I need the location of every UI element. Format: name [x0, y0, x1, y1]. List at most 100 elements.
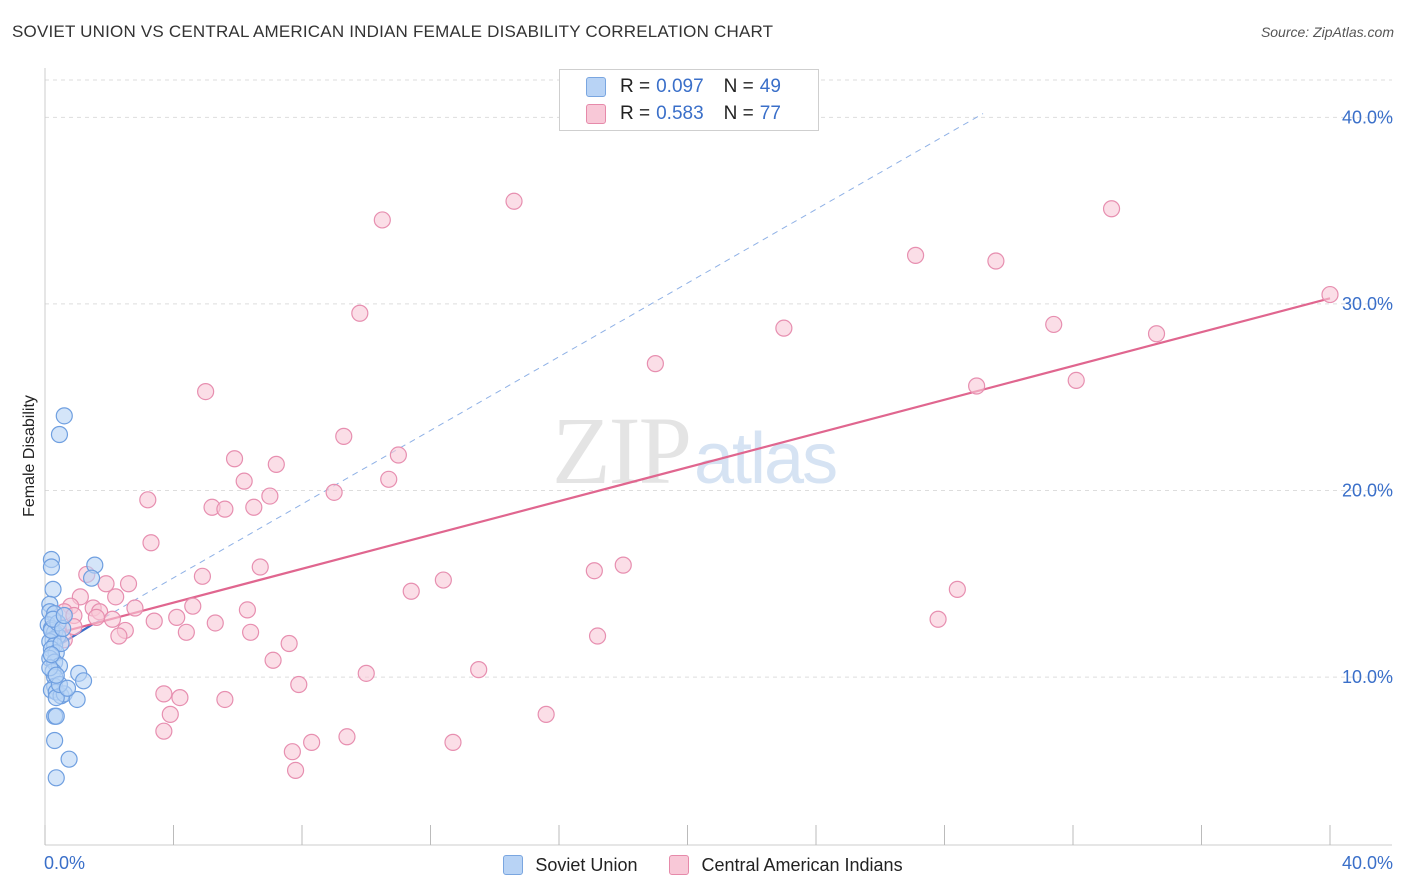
central-american-indians-point	[444, 733, 462, 751]
legend-label-central-american-indians: Central American Indians	[701, 854, 903, 875]
central-american-indians-point	[585, 562, 603, 580]
central-american-indians-point	[373, 211, 391, 229]
y-axis-title: Female Disability	[21, 395, 38, 517]
legend-swatch-blue	[503, 855, 524, 875]
legend-item-central-american-indians[interactable]: Central American Indians	[669, 854, 903, 876]
central-american-indians-point	[434, 571, 452, 589]
legend-label-soviet-union: Soviet Union	[535, 854, 638, 875]
central-american-indians-point	[537, 705, 555, 723]
central-american-indians-point	[242, 623, 260, 641]
soviet-union-point	[47, 769, 65, 787]
central-american-indians-point	[1321, 285, 1339, 304]
central-american-indians-point	[235, 472, 253, 490]
central-american-indians-point	[775, 319, 793, 337]
central-american-indians-point	[216, 500, 234, 518]
legend-n-value: 77	[759, 103, 781, 124]
axes	[44, 68, 1392, 846]
central-american-indians-point	[646, 355, 664, 373]
central-american-indians-point	[110, 627, 128, 645]
legend-row-central-american-indians: R = 0.583 N = 77	[586, 102, 781, 126]
soviet-union-point	[42, 646, 61, 664]
central-american-indians-point	[325, 483, 343, 501]
soviet-union-point	[42, 558, 61, 576]
central-american-indians-point	[1045, 315, 1063, 334]
soviet-union-point	[55, 407, 73, 425]
soviet-union-point	[74, 672, 93, 690]
tick-labels: 10.0% 20.0% 30.0% 40.0% 0.0% 40.0%	[44, 107, 1393, 873]
soviet-union-trend-line	[94, 113, 984, 624]
central-american-indians-point	[126, 599, 144, 617]
watermark-zip: ZIP	[552, 397, 692, 504]
central-american-indians-point	[139, 491, 157, 509]
legend-n-value: 49	[759, 76, 781, 97]
central-american-indians-point	[177, 623, 195, 641]
central-american-indians-point	[216, 690, 234, 709]
central-american-indians-point	[588, 627, 607, 645]
watermark: ZIPatlas	[552, 395, 838, 506]
soviet-union-point	[47, 707, 65, 725]
legend-row-soviet-union: R = 0.097 N = 49	[586, 75, 781, 99]
central-american-indians-point	[1147, 325, 1166, 343]
soviet-union-point	[46, 731, 64, 750]
central-american-indians-point	[107, 588, 125, 606]
bottom-legend: Soviet Union Central American Indians	[0, 852, 1406, 878]
central-american-indians-point	[264, 651, 282, 669]
central-american-indians-point	[1067, 371, 1085, 390]
central-american-indians-point	[286, 761, 305, 779]
y-tick-label: 40.0%	[1342, 107, 1393, 127]
central-american-indians-point	[238, 601, 256, 619]
central-american-indians-point	[614, 556, 632, 574]
central-american-indians-point	[380, 470, 398, 488]
central-american-indians-point	[245, 498, 263, 516]
central-american-indians-point	[197, 382, 215, 401]
soviet-union-point	[58, 679, 77, 697]
central-american-indians-point	[155, 685, 173, 703]
central-american-indians-point	[505, 192, 523, 210]
legend-n-label: N =	[723, 103, 754, 124]
central-american-indians-point	[161, 705, 179, 723]
central-american-indians-point	[225, 450, 244, 468]
central-american-indians-point	[261, 487, 279, 505]
central-american-indians-point	[142, 534, 160, 552]
soviet-union-point	[55, 606, 73, 625]
central-american-indians-trend-line	[46, 297, 1331, 638]
central-american-indians-point	[303, 733, 321, 751]
soviet-union-points	[39, 407, 104, 787]
central-american-indians-point	[351, 304, 369, 322]
source-label: Source: ZipAtlas.com	[1260, 24, 1394, 40]
central-american-indians-point	[280, 634, 298, 653]
soviet-union-point	[50, 425, 69, 444]
soviet-union-point	[60, 750, 78, 768]
chart-title: SOVIET UNION VS CENTRAL AMERICAN INDIAN …	[12, 22, 774, 41]
central-american-indians-point	[267, 455, 285, 473]
y-tick-label: 10.0%	[1342, 667, 1393, 687]
central-american-indians-point	[87, 608, 106, 626]
central-american-indians-point	[389, 446, 407, 464]
central-american-indians-point	[290, 675, 308, 694]
central-american-indians-point	[338, 728, 356, 746]
soviet-union-point	[44, 580, 62, 598]
central-american-indians-point	[402, 582, 420, 600]
soviet-union-point	[68, 690, 86, 709]
central-american-indians-point	[193, 567, 212, 585]
x-tick-label: 0.0%	[44, 853, 85, 873]
legend-item-soviet-union[interactable]: Soviet Union	[503, 855, 637, 876]
soviet-union-point	[82, 569, 101, 587]
central-american-indians-point	[929, 610, 947, 628]
grid-lines	[45, 79, 1392, 678]
central-american-indians-point	[251, 558, 269, 576]
central-american-indians-point	[283, 743, 301, 761]
central-american-indians-point	[968, 377, 986, 395]
central-american-indians-point	[184, 597, 202, 615]
central-american-indians-point	[119, 575, 138, 593]
y-tick-label: 30.0%	[1342, 294, 1393, 314]
central-american-indians-point	[1102, 200, 1121, 218]
legend-swatch-pink	[669, 855, 690, 875]
legend-swatch-pink	[586, 104, 606, 124]
central-american-indians-point	[171, 688, 189, 707]
central-american-indians-point	[335, 427, 353, 445]
trend-lines	[46, 113, 1331, 654]
legend-r-value: 0.097	[656, 76, 704, 97]
legend-n-label: N =	[723, 76, 754, 97]
